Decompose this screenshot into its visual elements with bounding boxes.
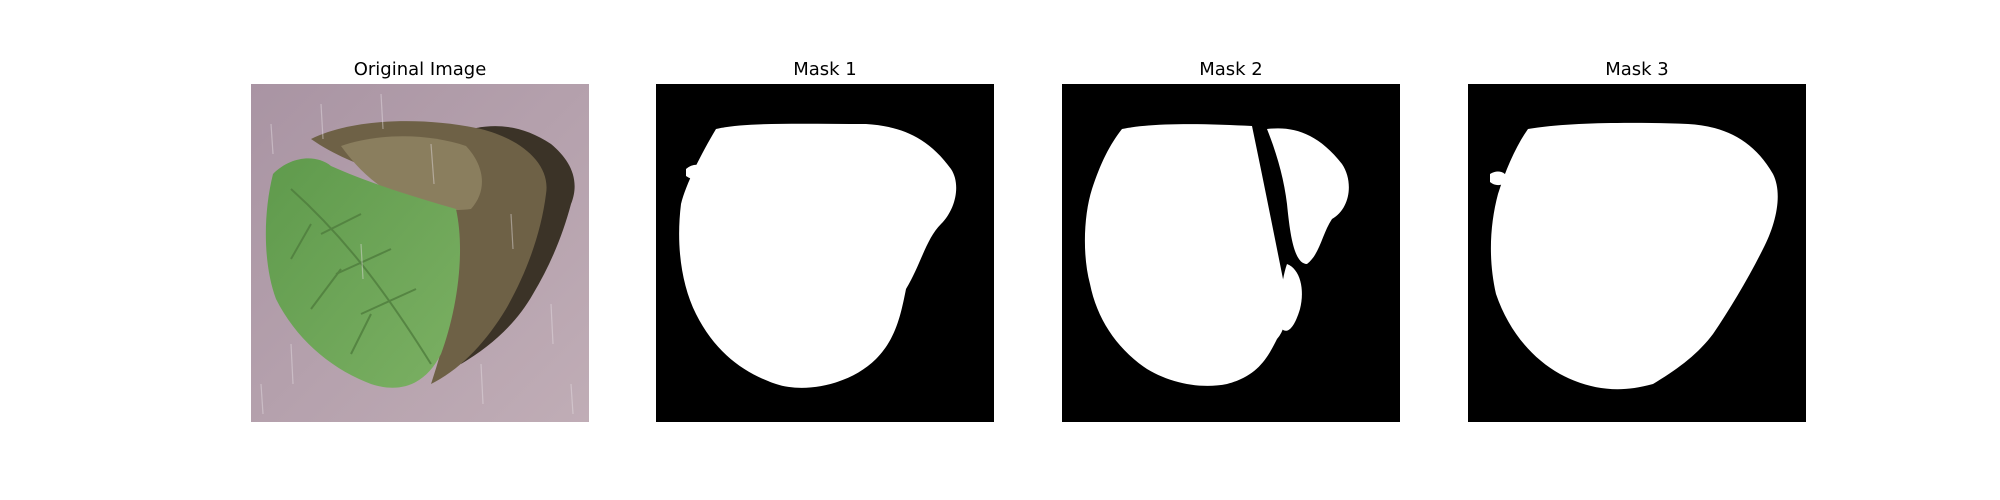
panel-mask-1: Mask 1 (656, 56, 994, 422)
mask-2-image (1062, 84, 1400, 422)
panel-title-mask-1: Mask 1 (656, 56, 994, 84)
panel-title-mask-2: Mask 2 (1062, 56, 1400, 84)
panel-title-original: Original Image (251, 56, 589, 84)
panel-title-mask-3: Mask 3 (1468, 56, 1806, 84)
mask-1-image (656, 84, 994, 422)
panel-mask-3: Mask 3 (1468, 56, 1806, 422)
mask-3-image (1468, 84, 1806, 422)
panel-original: Original Image (251, 56, 589, 422)
panel-mask-2: Mask 2 (1062, 56, 1400, 422)
leaf-photo (251, 84, 589, 422)
